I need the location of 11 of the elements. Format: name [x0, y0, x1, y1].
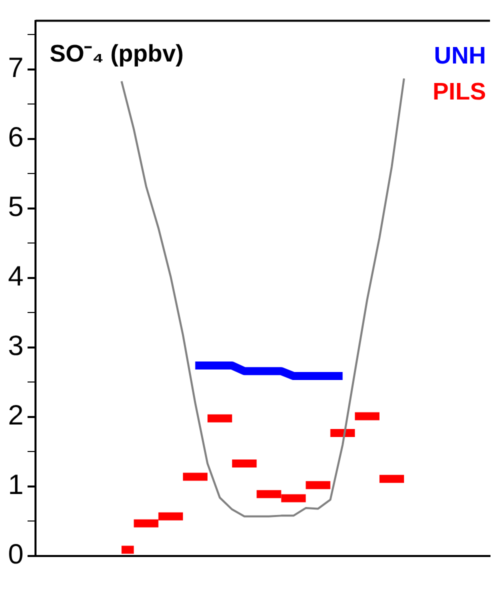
- y-tick-label: 1: [8, 469, 24, 500]
- text: PILS: [432, 78, 486, 106]
- y-tick-label: 3: [8, 330, 24, 362]
- text: UNH: [434, 42, 486, 70]
- y-tick-label: 0: [8, 538, 24, 570]
- y-tick-label: 4: [8, 260, 24, 292]
- y-tick-label: 6: [8, 122, 24, 153]
- text: SO⁻₄ (ppbv): [50, 40, 184, 68]
- y-tick-label: 5: [8, 191, 24, 222]
- y-tick-label: 2: [8, 400, 24, 431]
- y-tick-label: 7: [8, 52, 24, 84]
